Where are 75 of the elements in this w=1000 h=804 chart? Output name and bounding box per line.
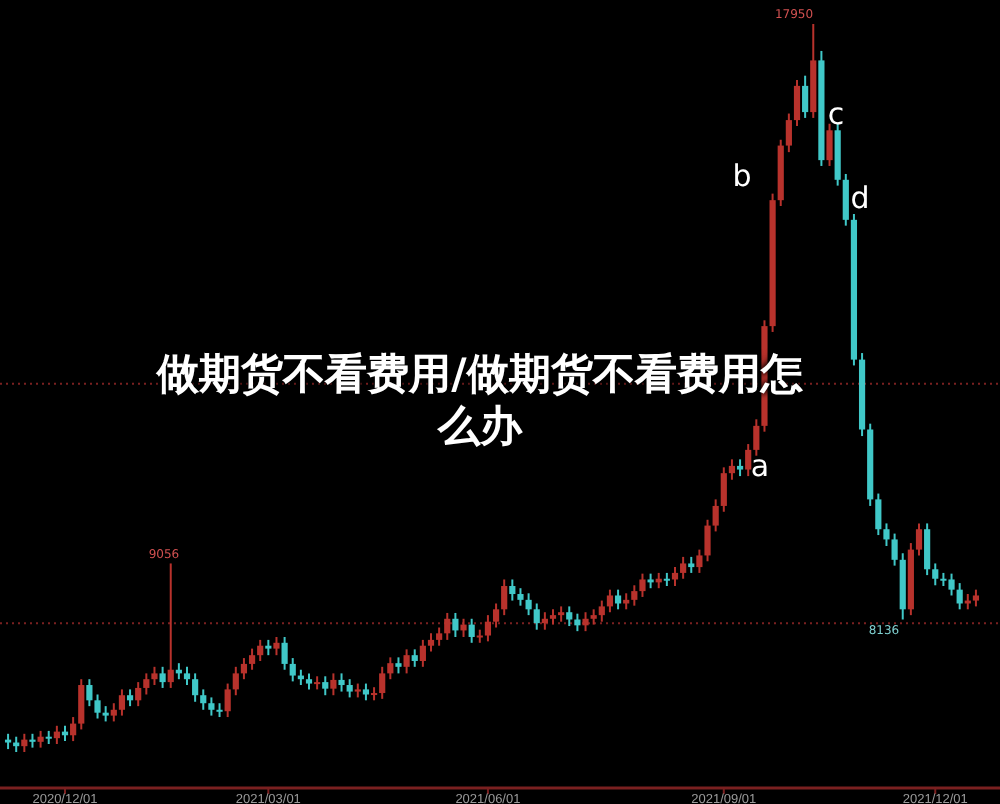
candlestick bbox=[167, 562, 174, 689]
candlestick bbox=[460, 617, 467, 638]
candlestick bbox=[509, 578, 516, 602]
candlestick bbox=[427, 632, 435, 653]
candlestick bbox=[94, 693, 101, 720]
candlestick bbox=[240, 657, 248, 681]
candlestick bbox=[501, 578, 508, 617]
candlestick bbox=[948, 572, 955, 597]
candlestick bbox=[712, 498, 719, 533]
candlestick bbox=[110, 702, 117, 723]
candlestick bbox=[322, 675, 329, 697]
candlestick bbox=[289, 657, 296, 683]
candlestick bbox=[281, 635, 288, 671]
candlestick bbox=[631, 584, 638, 607]
annotation: c bbox=[827, 96, 845, 132]
candlestick bbox=[924, 522, 931, 577]
candlestick bbox=[915, 522, 923, 557]
candlestick bbox=[704, 518, 711, 563]
candlestick bbox=[403, 648, 410, 675]
candlestick bbox=[192, 672, 199, 703]
candlestick bbox=[468, 617, 475, 644]
candlestick bbox=[78, 678, 85, 731]
candlestick bbox=[419, 638, 426, 668]
candlestick bbox=[143, 672, 150, 696]
candlestick bbox=[151, 665, 158, 687]
candlestick bbox=[232, 665, 239, 697]
candlestick bbox=[224, 682, 231, 719]
candlestick bbox=[680, 555, 687, 580]
candlestick bbox=[582, 611, 589, 633]
candlestick bbox=[436, 626, 443, 647]
candlestick bbox=[753, 418, 760, 457]
candlestick bbox=[728, 458, 736, 481]
candlestick bbox=[183, 665, 191, 687]
candlestick bbox=[159, 665, 166, 689]
candlestick bbox=[793, 79, 801, 127]
candlestick bbox=[842, 172, 849, 227]
candlestick bbox=[875, 492, 882, 537]
candlestick bbox=[330, 672, 337, 697]
candlestick bbox=[891, 532, 898, 567]
candlestick bbox=[208, 696, 215, 717]
candlestick bbox=[379, 665, 386, 700]
candlestick bbox=[614, 588, 622, 611]
candlestick bbox=[444, 611, 451, 641]
candlestick bbox=[826, 122, 833, 167]
candlestick bbox=[86, 678, 93, 708]
candlestick bbox=[802, 74, 809, 119]
candlestick bbox=[696, 548, 703, 574]
candlestick bbox=[566, 605, 573, 628]
candlestick bbox=[883, 522, 890, 547]
candlestick bbox=[606, 588, 614, 614]
candlestick bbox=[257, 638, 264, 662]
candlestick bbox=[484, 614, 492, 643]
candlestick bbox=[745, 443, 752, 478]
candlestick bbox=[639, 572, 646, 598]
candlestick bbox=[533, 602, 540, 631]
candlestick bbox=[598, 599, 605, 623]
candlestick bbox=[118, 688, 126, 717]
candlestick bbox=[785, 112, 792, 154]
candlestick bbox=[452, 611, 459, 638]
candlestick bbox=[70, 716, 77, 743]
candlestick bbox=[492, 602, 500, 629]
candlestick bbox=[338, 672, 345, 693]
candlestick bbox=[346, 678, 353, 699]
candlestick bbox=[387, 656, 394, 681]
candlestick bbox=[273, 635, 280, 657]
candlestick bbox=[248, 647, 256, 671]
candlestick bbox=[200, 688, 207, 711]
annotation: b bbox=[732, 158, 752, 194]
candlestick bbox=[956, 582, 963, 611]
candlestick bbox=[135, 681, 142, 708]
candlestick bbox=[720, 466, 727, 513]
annotation: d bbox=[850, 180, 870, 216]
annotation: a bbox=[750, 448, 770, 484]
candlestick bbox=[525, 592, 532, 617]
candlestick bbox=[932, 562, 939, 587]
